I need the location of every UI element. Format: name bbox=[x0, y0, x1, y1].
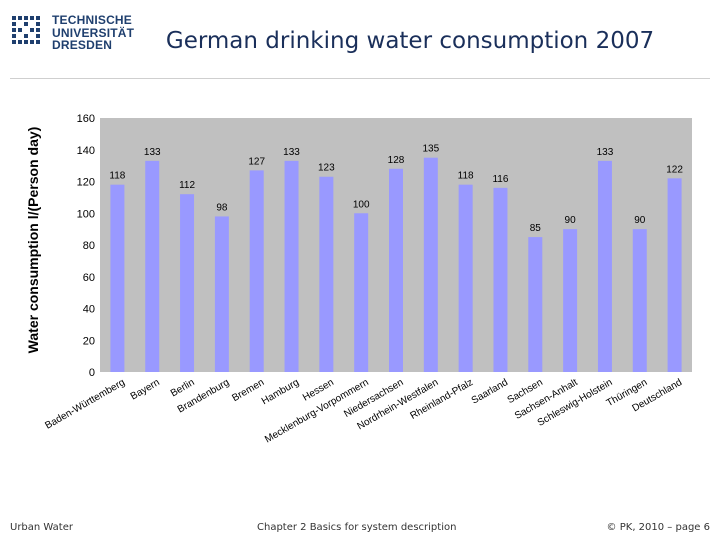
bar bbox=[319, 176, 334, 372]
tu-logo-emblem bbox=[12, 16, 40, 44]
bar bbox=[180, 194, 195, 372]
data-label: 133 bbox=[597, 147, 614, 158]
x-tick-label: Baden-Württemberg bbox=[43, 377, 126, 432]
slide-title: German drinking water consumption 2007 bbox=[165, 28, 655, 54]
data-label: 90 bbox=[565, 215, 577, 226]
footer-left: Urban Water bbox=[10, 522, 73, 533]
bar bbox=[389, 168, 403, 372]
data-label: 98 bbox=[216, 202, 228, 213]
data-label: 116 bbox=[492, 174, 508, 185]
data-label: 127 bbox=[248, 156, 265, 167]
logo-line-3: DRESDEN bbox=[52, 38, 113, 52]
bar bbox=[597, 160, 612, 372]
bar bbox=[632, 229, 647, 372]
y-tick-label: 60 bbox=[83, 272, 95, 284]
y-tick-label: 100 bbox=[77, 208, 95, 220]
y-tick-label: 40 bbox=[83, 304, 95, 316]
bar bbox=[214, 216, 229, 372]
data-label: 90 bbox=[634, 215, 646, 226]
bar bbox=[667, 178, 682, 372]
data-label: 135 bbox=[422, 144, 439, 155]
data-label: 122 bbox=[666, 164, 683, 175]
y-tick-label: 0 bbox=[89, 367, 95, 379]
tu-dresden-logo bbox=[12, 16, 40, 44]
logo-wordmark: TECHNISCHE UNIVERSITÄT DRESDEN bbox=[52, 14, 134, 52]
footer-right: © PK, 2010 – page 6 bbox=[606, 522, 710, 533]
footer-center: Chapter 2 Basics for system description bbox=[257, 522, 457, 533]
bar bbox=[284, 160, 299, 372]
y-tick-label: 120 bbox=[77, 177, 95, 189]
bar bbox=[110, 184, 125, 372]
data-label: 133 bbox=[283, 147, 300, 158]
bar bbox=[458, 184, 473, 372]
bar bbox=[423, 157, 438, 372]
x-tick-label: Bayern bbox=[129, 377, 162, 402]
bar bbox=[528, 237, 543, 372]
data-label: 118 bbox=[109, 171, 125, 182]
data-label: 128 bbox=[388, 155, 405, 166]
data-label: 118 bbox=[458, 171, 474, 182]
bar bbox=[493, 187, 508, 372]
data-label: 133 bbox=[144, 147, 161, 158]
bar bbox=[354, 213, 369, 372]
bar bbox=[249, 170, 264, 372]
data-label: 100 bbox=[353, 199, 370, 210]
title-divider bbox=[10, 78, 710, 79]
y-tick-label: 140 bbox=[77, 145, 95, 157]
y-axis-label: Water consumption l/(Person day) bbox=[25, 127, 41, 354]
y-tick-label: 160 bbox=[77, 113, 95, 125]
logo-line-1: TECHNISCHE bbox=[52, 13, 133, 27]
x-tick-label: Saarland bbox=[470, 377, 510, 407]
x-tick-label: Rheinland-Pfalz bbox=[408, 377, 475, 422]
bar bbox=[145, 160, 160, 372]
y-tick-label: 20 bbox=[83, 335, 95, 347]
x-tick-label: Hamburg bbox=[260, 377, 301, 407]
data-label: 112 bbox=[179, 180, 195, 191]
logo-line-2: UNIVERSITÄT bbox=[52, 25, 135, 40]
data-label: 85 bbox=[530, 223, 542, 234]
bar bbox=[563, 229, 578, 372]
y-tick-label: 80 bbox=[83, 240, 95, 252]
data-label: 123 bbox=[318, 163, 335, 174]
